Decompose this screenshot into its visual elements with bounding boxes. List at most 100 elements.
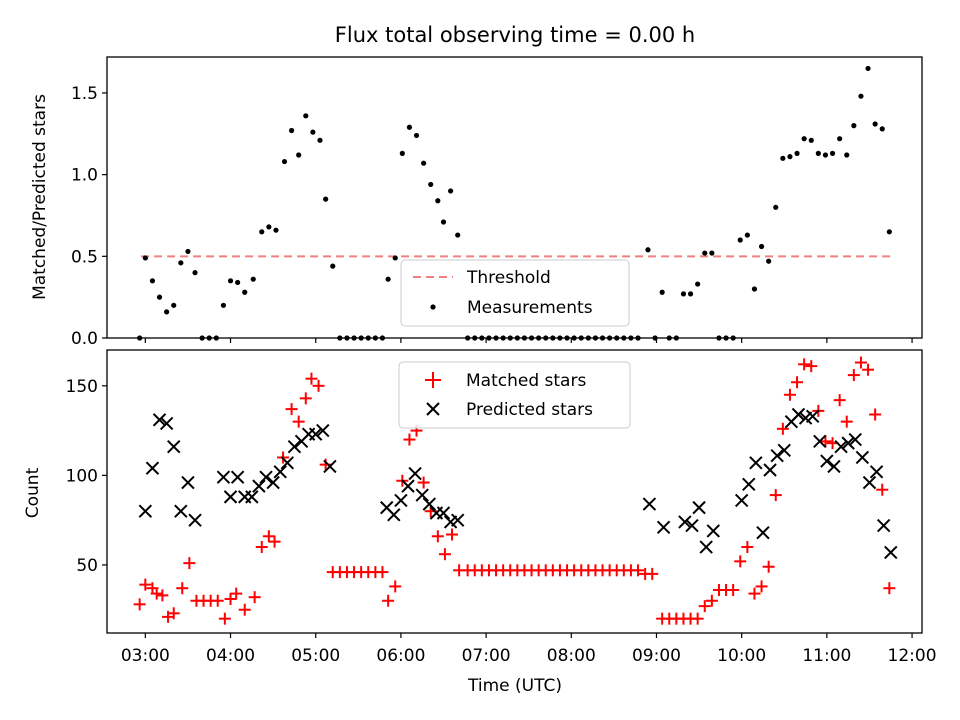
measurement-point [142, 255, 148, 261]
matched-star-point [211, 594, 224, 607]
measurement-point [385, 276, 391, 282]
predicted-star-point [742, 477, 756, 492]
x-tick-label: 06:00 [376, 646, 425, 666]
x-tick-label: 08:00 [547, 646, 596, 666]
matched-star-point [876, 483, 889, 496]
x-tick-label: 03:00 [121, 646, 170, 666]
predicted-star-point [706, 524, 720, 538]
measurement-point [303, 113, 309, 119]
matched-star-point [705, 594, 718, 607]
matched-star-point [438, 548, 451, 561]
measurement-point [787, 154, 793, 160]
measurement-point [751, 286, 758, 292]
measurement-point [872, 121, 878, 127]
measurement-point [680, 291, 687, 297]
predicted-star-point [230, 470, 245, 484]
measurement-point [435, 198, 441, 204]
measurement-point [808, 137, 814, 143]
measurement-point [149, 278, 156, 284]
matched-star-point [133, 598, 146, 611]
x-tick-label: 12:00 [888, 646, 937, 666]
predicted-star-point [813, 434, 827, 449]
predicted-star-point [777, 443, 791, 458]
predicted-star-point [280, 456, 295, 470]
matched-star-point [798, 358, 811, 371]
measurement-point [766, 258, 772, 264]
top-plot-area [137, 65, 892, 341]
matched-star-point [285, 403, 298, 416]
measurement-point [744, 232, 750, 238]
bottom-x-axis-label: Time (UTC) [467, 676, 562, 696]
measurement-point [164, 309, 170, 315]
predicted-star-point [862, 475, 877, 490]
measurement-point [185, 248, 191, 255]
measurement-point [227, 278, 234, 284]
matched-star-point [262, 530, 275, 543]
matched-star-point [230, 587, 243, 600]
matched-star-point [748, 587, 761, 600]
predicted-star-point [223, 490, 238, 504]
predicted-star-point [266, 475, 280, 490]
top-legend: Threshold Measurements [400, 259, 630, 327]
measurement-point [266, 224, 272, 230]
predicted-star-point [734, 493, 749, 508]
predicted-star-point [450, 513, 465, 527]
measurement-point [758, 243, 765, 250]
predicted-star-point [259, 470, 273, 484]
matched-star-point [431, 530, 444, 543]
predicted-legend-label: Predicted stars [466, 400, 593, 420]
predicted-star-point [827, 459, 841, 474]
matched-star-point [176, 582, 189, 595]
measurements-legend-label: Measurements [467, 298, 593, 318]
matched-star-point [762, 560, 775, 573]
measurement-point [780, 155, 786, 161]
matched-star-point [238, 603, 251, 616]
predicted-star-point [309, 427, 323, 441]
predicted-star-point [436, 506, 451, 520]
predicted-star-point [323, 459, 337, 474]
predicted-star-point [408, 466, 422, 481]
top-y-tick-label: 0.0 [71, 329, 98, 349]
predicted-star-point [770, 448, 784, 463]
measurement-point [220, 302, 227, 308]
measurement-point [695, 281, 701, 287]
matched-legend-swatch [425, 372, 441, 388]
measurement-point [421, 160, 427, 166]
predicted-star-point [167, 440, 181, 454]
matched-star-point [382, 594, 395, 607]
predicted-star-point [401, 479, 415, 493]
measurement-point [428, 181, 434, 188]
predicted-star-point [869, 465, 884, 479]
matched-star-point [403, 433, 416, 446]
top-y-tick-label: 1.5 [71, 84, 98, 104]
predicted-star-point [174, 504, 188, 518]
matched-star-point [319, 458, 332, 471]
predicted-star-point [245, 490, 259, 504]
measurement-point [815, 150, 821, 156]
matched-star-point [167, 607, 180, 620]
bottom-y-axis-label: Count [23, 467, 43, 518]
measurement-point [273, 227, 279, 233]
predicted-star-point [152, 413, 167, 427]
measurement-point [392, 255, 398, 261]
measurement-point [829, 150, 836, 156]
top-legend-box [400, 259, 630, 327]
measurements-legend-swatch [430, 304, 436, 310]
x-tick-label: 09:00 [632, 646, 681, 666]
matched-star-point [646, 567, 659, 580]
bottom-plot-frame [106, 349, 923, 634]
predicted-star-point [642, 497, 657, 511]
matched-star-point [741, 541, 754, 554]
matched-star-point [255, 541, 268, 554]
matched-star-point [819, 435, 832, 448]
predicted-star-point [756, 525, 770, 540]
measurement-point [259, 229, 265, 235]
matched-star-point [224, 592, 237, 605]
predicted-star-point [252, 479, 266, 493]
measurement-point [886, 229, 892, 235]
matched-star-point [632, 564, 645, 577]
measurement-point [865, 65, 871, 72]
measurement-point [702, 250, 708, 256]
measurement-point [737, 237, 743, 243]
